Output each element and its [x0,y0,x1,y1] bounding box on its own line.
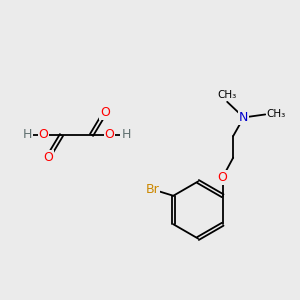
Text: H: H [121,128,131,142]
Text: O: O [39,128,48,142]
Text: CH₃: CH₃ [267,110,286,119]
Text: O: O [43,151,53,164]
Text: N: N [239,111,248,124]
Text: Br: Br [146,183,159,196]
Text: O: O [100,106,110,119]
Text: CH₃: CH₃ [218,90,237,100]
Text: O: O [105,128,114,142]
Text: O: O [218,171,228,184]
Text: H: H [22,128,32,142]
